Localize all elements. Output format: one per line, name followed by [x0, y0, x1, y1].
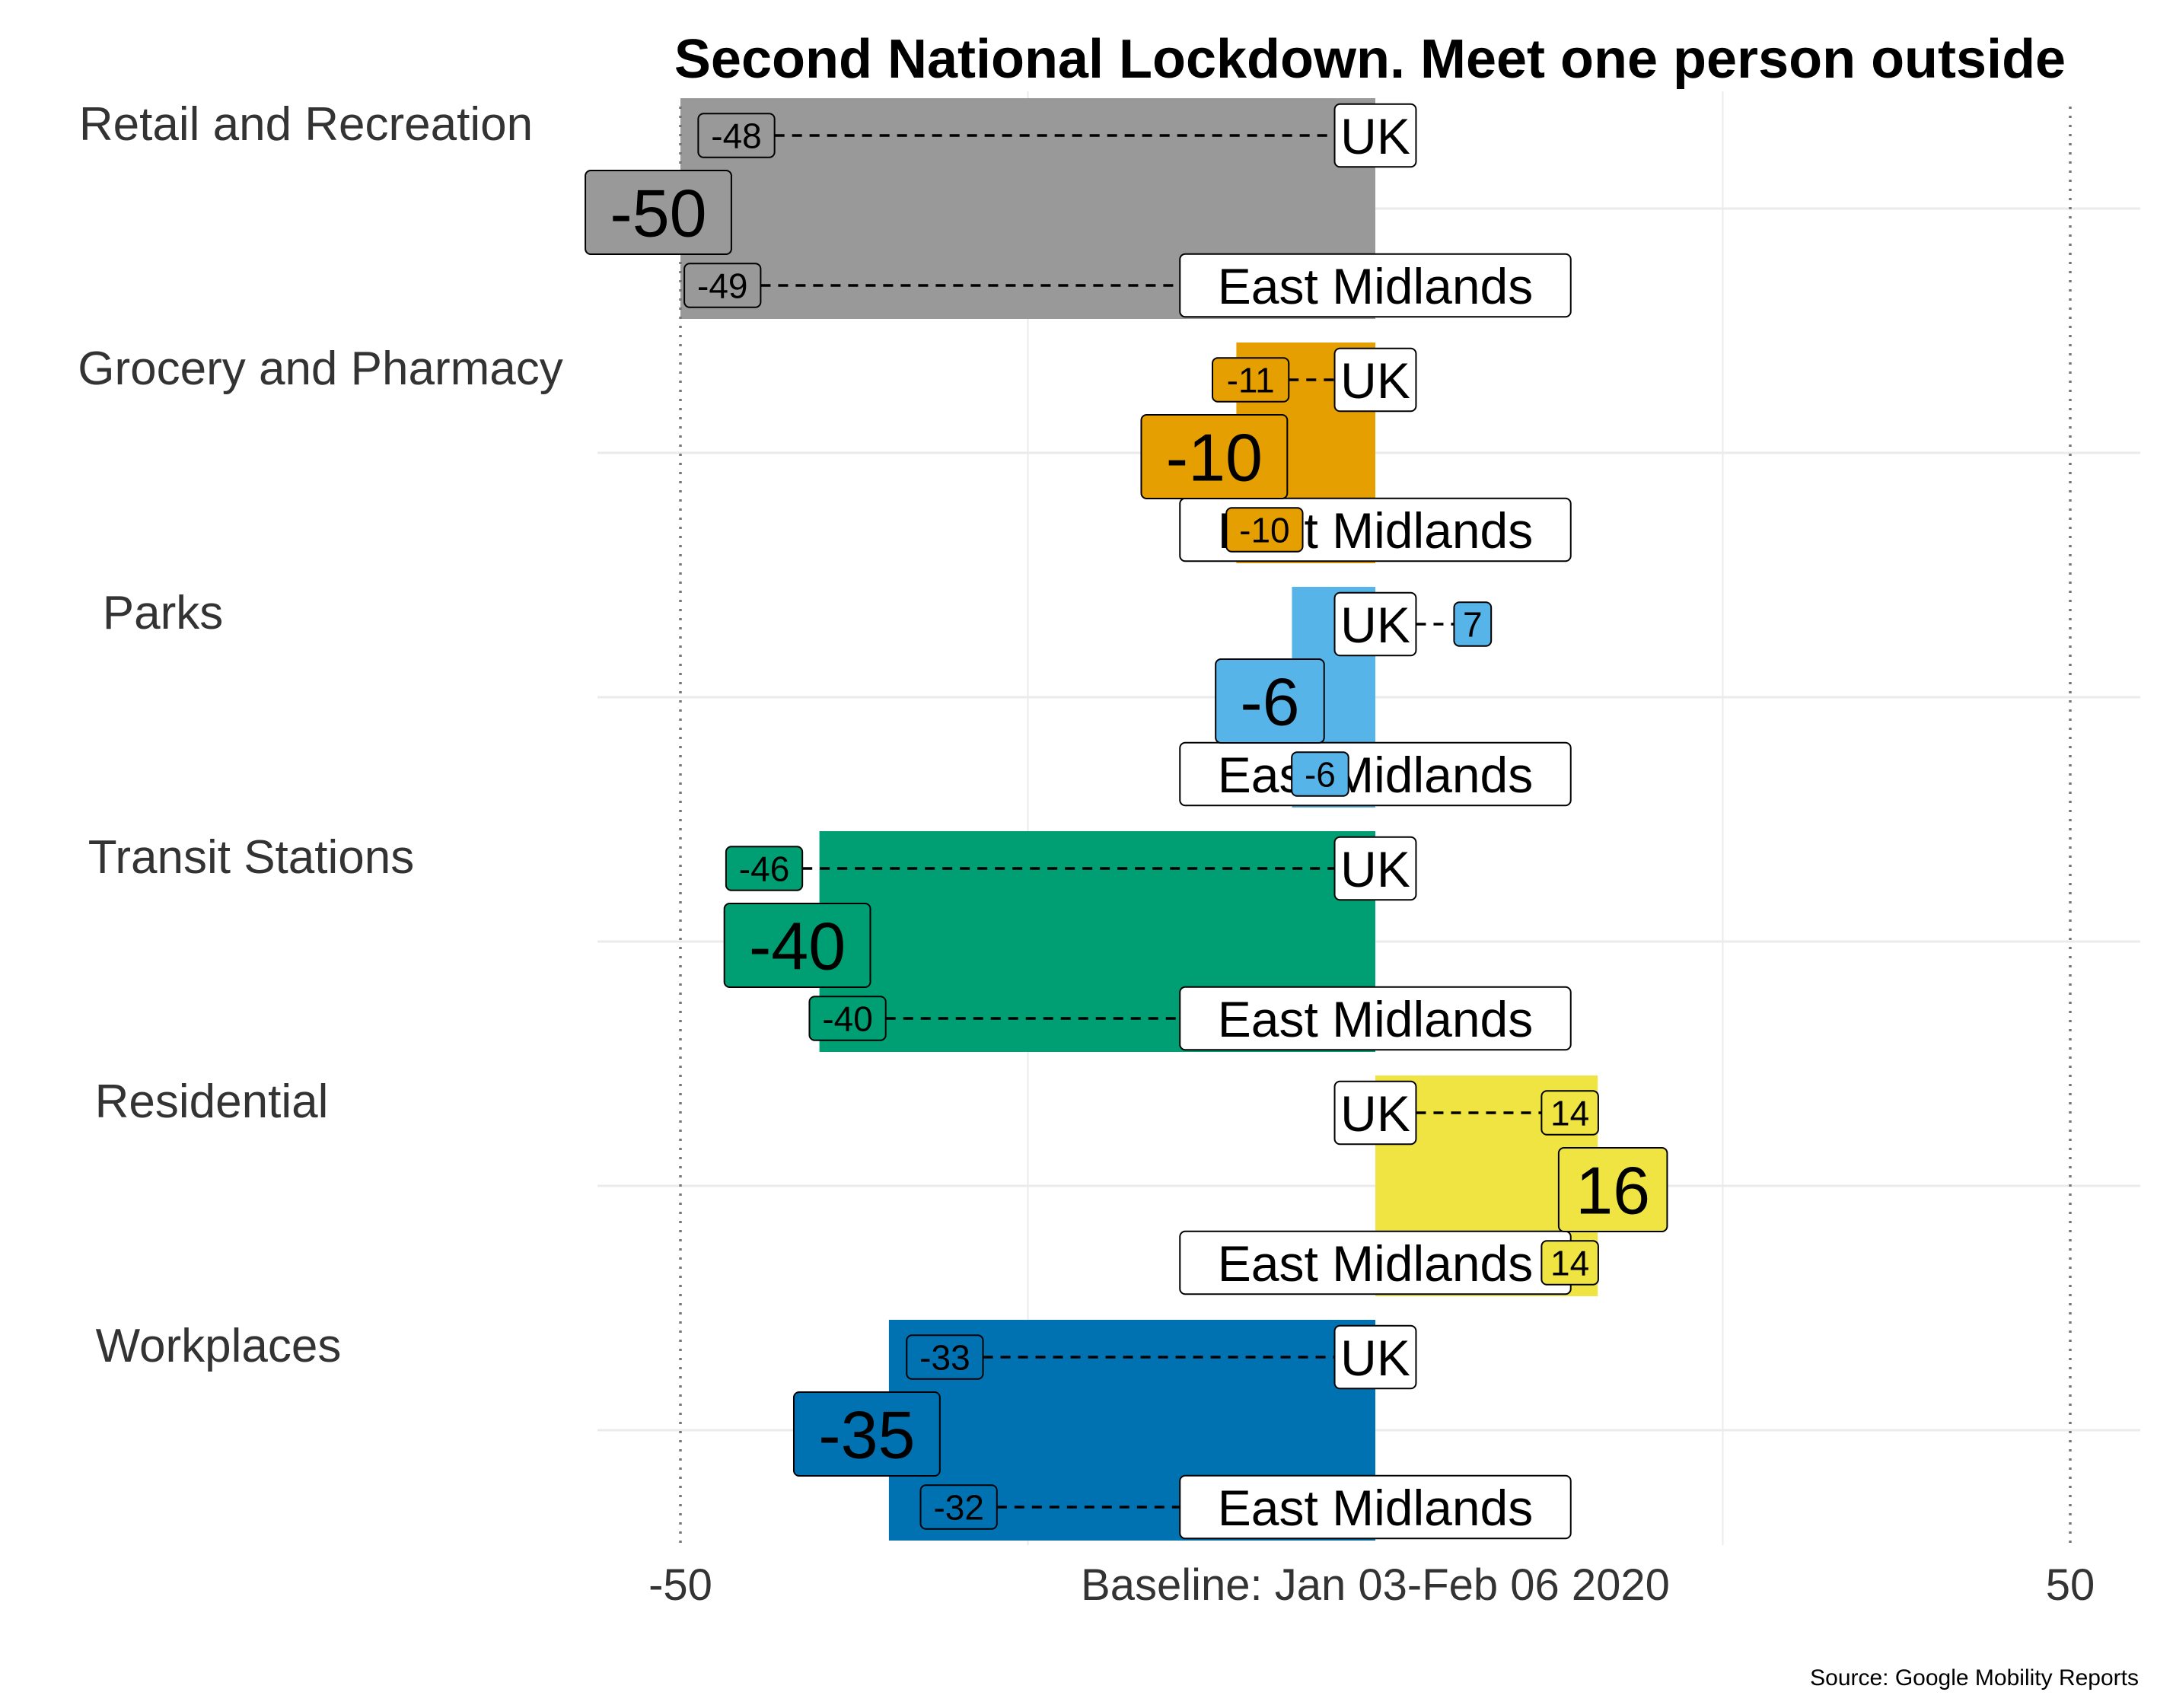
region-label: East Midlands	[1218, 991, 1534, 1047]
category-label: Parks	[103, 587, 223, 639]
region-value: 14	[1550, 1244, 1589, 1283]
uk-label: UK	[1340, 352, 1410, 409]
bar-value-box	[585, 170, 732, 255]
region-label: East Midlands	[1218, 258, 1534, 314]
category-label: Workplaces	[96, 1320, 342, 1372]
region-value-box	[1225, 507, 1304, 553]
region-value-box	[808, 996, 887, 1041]
category-labels: Retail and Recreation Grocery and Pharmac…	[78, 98, 562, 1372]
bar-value-box	[1140, 414, 1289, 499]
bar-value-box	[792, 1391, 941, 1477]
region-value: -10	[1239, 511, 1289, 550]
uk-value: 14	[1550, 1094, 1589, 1133]
uk-value: -48	[711, 116, 761, 156]
bar-value-box	[723, 903, 871, 988]
uk-label-box	[1333, 836, 1417, 901]
region-label: East Midlands	[1218, 1235, 1534, 1292]
uk-label: UK	[1340, 597, 1410, 653]
region-value: -32	[933, 1488, 983, 1528]
category-label: Grocery and Pharmacy	[78, 343, 562, 395]
bar-value-box	[1215, 658, 1325, 744]
x-tick-label: -50	[648, 1560, 712, 1610]
uk-value-box	[697, 113, 776, 158]
uk-label-box	[1333, 591, 1417, 657]
uk-label-box	[1333, 103, 1417, 168]
uk-value: -46	[739, 849, 789, 889]
region-value-box	[1540, 1240, 1599, 1286]
connector-layer	[760, 134, 1542, 1509]
region-label-box	[1179, 1474, 1572, 1540]
x-tick-label: 50	[2046, 1560, 2095, 1610]
category-label: Transit Stations	[88, 831, 414, 884]
uk-label: UK	[1340, 1330, 1410, 1386]
uk-value-box	[725, 846, 804, 891]
uk-label: UK	[1340, 841, 1410, 897]
uk-label-box	[1333, 1324, 1417, 1390]
region-label: East Midlands	[1218, 747, 1534, 803]
uk-label: UK	[1340, 1085, 1410, 1142]
region-value-box	[1291, 751, 1349, 797]
region-value-box	[919, 1484, 998, 1530]
region-label: East Midlands	[1218, 1480, 1534, 1536]
region-value: -40	[822, 999, 872, 1039]
uk-value: -33	[919, 1338, 970, 1378]
bar-value-box	[1557, 1147, 1668, 1232]
uk-label-box	[1333, 1080, 1417, 1146]
category-label: Residential	[95, 1075, 329, 1128]
uk-label: UK	[1340, 108, 1410, 164]
region-label-box	[1179, 253, 1572, 318]
uk-value: 7	[1463, 605, 1483, 645]
uk-value-box	[906, 1334, 984, 1380]
region-label-box	[1179, 741, 1572, 807]
chart-caption: Source: Google Mobility Reports	[1810, 1665, 2139, 1690]
uk-value: -11	[1227, 361, 1275, 400]
category-label: Retail and Recreation	[79, 98, 533, 151]
region-label-box	[1179, 986, 1572, 1051]
region-value-box	[683, 263, 762, 308]
bar-value: -35	[818, 1397, 915, 1473]
bar-value: 16	[1576, 1153, 1650, 1228]
uk-value-box	[1212, 357, 1290, 403]
x-axis-title: Baseline: Jan 03-Feb 06 2020	[1081, 1560, 1670, 1610]
reference-lines	[679, 107, 2072, 1545]
bar-value: -10	[1166, 420, 1263, 496]
chart-title: Second National Lockdown. Meet one perso…	[674, 29, 2066, 90]
region-value: -6	[1305, 755, 1336, 795]
region-value: -49	[697, 266, 747, 306]
bar-value: -40	[749, 909, 846, 984]
bar-value: -50	[610, 176, 706, 251]
bar-value: -6	[1240, 664, 1299, 740]
uk-value-box	[1453, 601, 1493, 647]
uk-label-box	[1333, 347, 1417, 413]
uk-value-box	[1540, 1090, 1599, 1136]
